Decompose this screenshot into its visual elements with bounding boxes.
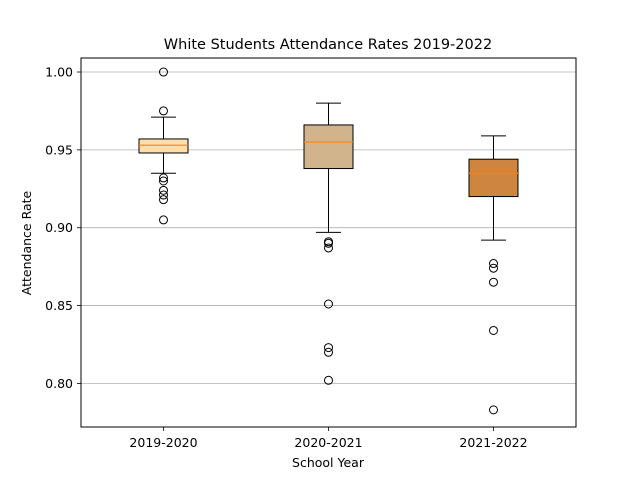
box-2020-2021	[303, 102, 354, 385]
outlier-point	[159, 195, 168, 205]
outlier-point	[324, 243, 333, 253]
x-tick-label: 2019-2020	[129, 435, 197, 450]
y-tick-label: 0.90	[45, 220, 73, 235]
outlier-point	[159, 173, 168, 183]
outlier-point	[324, 343, 333, 353]
outlier-point	[324, 299, 333, 309]
iqr-box	[303, 124, 354, 170]
y-tick-label: 0.85	[45, 298, 73, 313]
box-2021-2022	[468, 135, 519, 415]
y-axis-label: Attendance Rate	[19, 190, 34, 295]
outlier-point	[489, 259, 498, 269]
outlier-point	[324, 375, 333, 385]
iqr-box	[468, 158, 519, 198]
y-tick-label: 0.80	[45, 376, 73, 391]
box-2019-2020	[138, 67, 189, 225]
x-tick-label: 2021-2022	[459, 435, 527, 450]
outlier-point	[159, 67, 168, 77]
outlier-point	[489, 277, 498, 287]
box-plots	[138, 67, 519, 415]
y-axis: 0.80 0.85 0.90 0.95 1.00	[45, 65, 81, 391]
chart-title: White Students Attendance Rates 2019-202…	[164, 37, 492, 53]
outlier-point	[489, 263, 498, 273]
outlier-point	[159, 190, 168, 200]
x-tick-label: 2020-2021	[294, 435, 362, 450]
x-axis: 2019-2020 2020-2021 2021-2022	[129, 427, 528, 450]
y-tick-label: 0.95	[45, 142, 73, 157]
outlier-point	[159, 106, 168, 116]
outlier-point	[159, 215, 168, 225]
outlier-point	[324, 347, 333, 357]
outlier-point	[324, 238, 333, 248]
outlier-point	[159, 185, 168, 195]
outlier-point	[489, 325, 498, 335]
outlier-point	[489, 405, 498, 415]
iqr-box	[138, 138, 189, 154]
outlier-point	[159, 176, 168, 186]
x-axis-label: School Year	[292, 455, 365, 470]
y-tick-label: 1.00	[45, 65, 73, 80]
